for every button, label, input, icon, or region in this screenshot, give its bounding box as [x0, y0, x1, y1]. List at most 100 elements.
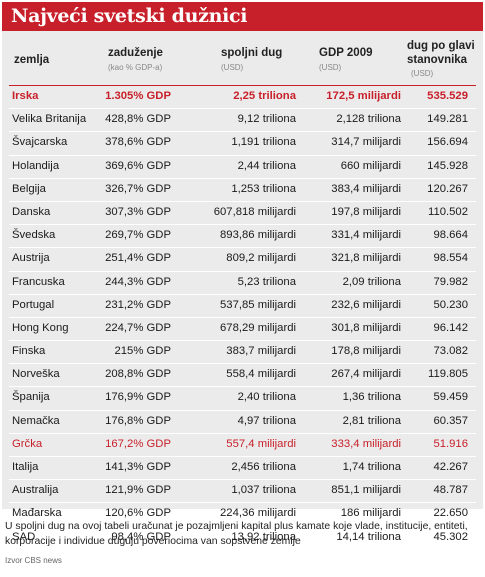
external-debt-cell: 4,97 triliona: [237, 414, 296, 427]
table-row: Belgija 326,7% GDP 1,253 triliona 383,4 mil…: [9, 177, 476, 201]
debt-cell: 121,9% GDP: [105, 484, 171, 497]
table-panel: zemlja zaduženje (kao % GDP-a) spoljni d…: [2, 31, 483, 549]
header-external: spoljni dug: [221, 47, 283, 59]
debt-cell: 1.305% GDP: [105, 90, 171, 102]
country-cell: Australija: [12, 484, 59, 497]
external-debt-cell: 537,85 milijardi: [220, 298, 296, 311]
table-row: Švedska 269,7% GDP 893,86 milijardi 331,4 m…: [9, 224, 476, 247]
table-header: zemlja zaduženje (kao % GDP-a) spoljni d…: [2, 31, 483, 85]
gdp-cell: 851,1 milijardi: [331, 484, 401, 497]
external-debt-cell: 2,44 triliona: [237, 159, 296, 172]
external-debt-cell: 1,037 triliona: [231, 484, 296, 497]
debt-cell: 224,7% GDP: [105, 321, 171, 334]
table-row: Švajcarska 378,6% GDP 1,191 triliona 314,7 …: [9, 131, 476, 154]
header-per-capita-unit: (USD): [411, 69, 434, 78]
external-debt-cell: 224,36 milijardi: [220, 507, 296, 520]
footnote: U spoljni dug na ovoj tabeli uračunat je…: [5, 521, 468, 547]
table-row: Italija 141,3% GDP 2,456 triliona 1,74 tril…: [9, 456, 476, 479]
external-debt-cell: 558,4 milijardi: [226, 368, 296, 381]
per-capita-cell: 50.230: [433, 298, 468, 311]
gdp-cell: 321,8 milijardi: [331, 252, 401, 265]
debt-cell: 141,3% GDP: [105, 461, 171, 473]
gdp-cell: 314,7 milijardi: [331, 136, 401, 149]
per-capita-cell: 42.267: [433, 461, 468, 473]
country-cell: Italija: [12, 461, 39, 473]
table-row: Mađarska 120,6% GDP 224,36 milijardi 186 mi…: [9, 502, 476, 525]
header-per-capita-line1: dug po glavi: [407, 40, 475, 52]
per-capita-cell: 45.302: [433, 530, 468, 543]
gdp-cell: 197,8 milijardi: [331, 205, 401, 218]
header-gdp: GDP 2009: [319, 47, 373, 59]
table-row: Finska 215% GDP 383,7 milijardi 178,8 milij…: [9, 340, 476, 363]
country-cell: SAD: [12, 530, 36, 543]
per-capita-cell: 59.459: [433, 391, 468, 404]
gdp-cell: 267,4 milijardi: [331, 368, 401, 381]
per-capita-cell: 535.529: [427, 90, 468, 102]
debt-cell: 176,9% GDP: [105, 391, 171, 404]
country-cell: Holandija: [12, 159, 60, 172]
gdp-cell: 172,5 milijardi: [326, 90, 401, 102]
gdp-cell: 331,4 milijardi: [331, 229, 401, 242]
table-body: Irska 1.305% GDP 2,25 triliona 172,5 milija…: [9, 85, 476, 549]
per-capita-cell: 120.267: [427, 182, 468, 195]
table-row: Francuska 244,3% GDP 5,23 triliona 2,09 tri…: [9, 270, 476, 294]
external-debt-cell: 607,818 milijardi: [213, 205, 296, 218]
external-debt-cell: 5,23 triliona: [237, 275, 296, 288]
table-row: Holandija 369,6% GDP 2,44 triliona 660 mili…: [9, 154, 476, 178]
gdp-cell: 14,14 triliona: [336, 530, 401, 543]
external-debt-cell: 2,25 triliona: [233, 90, 296, 102]
country-cell: Danska: [12, 205, 51, 218]
table-row: Hong Kong 224,7% GDP 678,29 milijardi 301,8…: [9, 316, 476, 340]
table-row: Španija 176,9% GDP 2,40 triliona 1,36 trili…: [9, 386, 476, 409]
debt-cell: 369,6% GDP: [105, 159, 171, 172]
external-debt-cell: 809,2 milijardi: [226, 252, 296, 265]
gdp-cell: 333,4 milijardi: [331, 437, 401, 450]
table-row: Irska 1.305% GDP 2,25 triliona 172,5 milija…: [9, 85, 476, 108]
gdp-cell: 383,4 milijardi: [331, 182, 401, 195]
external-debt-cell: 1,191 triliona: [231, 136, 296, 149]
gdp-cell: 301,8 milijardi: [331, 321, 401, 334]
external-debt-cell: 9,12 triliona: [237, 113, 296, 126]
external-debt-cell: 2,456 triliona: [231, 461, 296, 473]
table-row: Austrija 251,4% GDP 809,2 milijardi 321,8 m…: [9, 247, 476, 270]
external-debt-cell: 13,92 triliona: [231, 530, 296, 543]
debt-cell: 326,7% GDP: [105, 182, 171, 195]
per-capita-cell: 79.982: [433, 275, 468, 288]
table-row: Danska 307,3% GDP 607,818 milijardi 197,8 m…: [9, 200, 476, 224]
per-capita-cell: 60.357: [433, 414, 468, 427]
external-debt-cell: 557,4 milijardi: [226, 437, 296, 450]
country-cell: Norveška: [12, 368, 60, 381]
table-row: Grčka 167,2% GDP 557,4 milijardi 333,4 mili…: [9, 432, 476, 456]
per-capita-cell: 22.650: [433, 507, 468, 520]
gdp-cell: 232,6 milijardi: [331, 298, 401, 311]
external-debt-cell: 678,29 milijardi: [220, 321, 296, 334]
table-row: Australija 121,9% GDP 1,037 triliona 851,1 …: [9, 479, 476, 502]
table-row: SAD 98,4% GDP 13,92 triliona 14,14 triliona…: [9, 525, 476, 549]
per-capita-cell: 145.928: [427, 159, 468, 172]
per-capita-cell: 156.694: [427, 136, 468, 149]
table-row: Nemačka 176,8% GDP 4,97 triliona 2,81 trili…: [9, 409, 476, 433]
external-debt-cell: 2,40 triliona: [237, 391, 296, 404]
header-gdp-unit: (USD): [319, 63, 342, 72]
title-banner: Najveći svetski dužnici: [2, 2, 483, 31]
country-cell: Belgija: [12, 182, 46, 195]
table-row: Portugal 231,2% GDP 537,85 milijardi 232,6 …: [9, 293, 476, 317]
debt-cell: 231,2% GDP: [105, 298, 171, 311]
per-capita-cell: 51.916: [433, 437, 468, 450]
country-cell: Švedska: [12, 229, 56, 242]
debt-cell: 378,6% GDP: [105, 136, 171, 149]
debt-cell: 307,3% GDP: [105, 205, 171, 218]
country-cell: Grčka: [12, 437, 43, 450]
debt-cell: 269,7% GDP: [105, 229, 171, 242]
debt-cell: 98,4% GDP: [111, 530, 171, 543]
gdp-cell: 2,09 triliona: [342, 275, 401, 288]
country-cell: Irska: [12, 90, 39, 102]
country-cell: Austrija: [12, 252, 50, 265]
table-row: Norveška 208,8% GDP 558,4 milijardi 267,4 m…: [9, 363, 476, 386]
country-cell: Francuska: [12, 275, 65, 288]
gdp-cell: 2,81 triliona: [342, 414, 401, 427]
gdp-cell: 178,8 milijardi: [331, 345, 401, 358]
country-cell: Hong Kong: [12, 321, 69, 334]
gdp-cell: 660 milijardi: [340, 159, 401, 172]
debt-cell: 120,6% GDP: [105, 507, 171, 520]
